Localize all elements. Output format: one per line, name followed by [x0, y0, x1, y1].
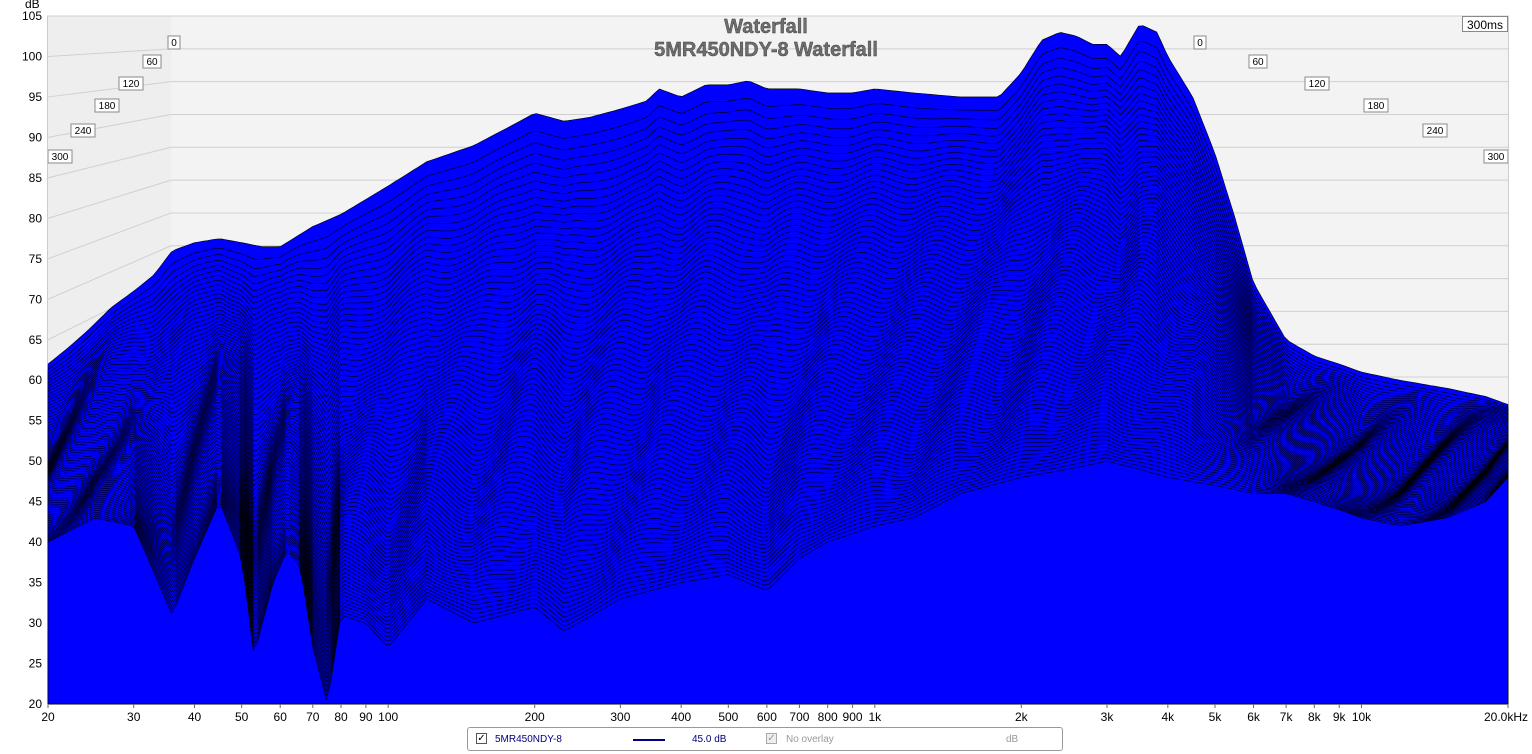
- x-tick-label: 80: [334, 710, 348, 724]
- x-tick-label: 20.0kHz: [1484, 710, 1528, 724]
- y-tick-label: 55: [29, 414, 43, 428]
- x-tick-label: 7k: [1280, 710, 1294, 724]
- time-label-box: [167, 35, 181, 50]
- overlay-label: No overlay: [786, 734, 834, 745]
- time-label-box: [1248, 54, 1268, 69]
- x-tick-label: 100: [378, 710, 398, 724]
- x-tick-label: 500: [718, 710, 738, 724]
- time-label: 240: [1427, 126, 1444, 137]
- overlay-checkbox[interactable]: ✓: [766, 733, 777, 744]
- x-tick-label: 2k: [1015, 710, 1029, 724]
- grid-line-left: [47, 179, 172, 219]
- time-label-box: [1483, 149, 1509, 164]
- y-tick-label: 105: [22, 9, 42, 23]
- x-tick-label: 20: [41, 710, 55, 724]
- x-tick-label: 40: [188, 710, 202, 724]
- y-tick-label: 20: [29, 697, 43, 711]
- x-tick-label: 90: [359, 710, 373, 724]
- y-axis: 105 100 95 90 85 80 75 70 65 60 55 50 45 40 35 30 25 20: [22, 9, 42, 711]
- x-tick-label: 700: [789, 710, 809, 724]
- x-tick-label: 8k: [1308, 710, 1322, 724]
- series-line-swatch: [633, 739, 665, 741]
- time-axis: 0 0 60 60 120 120 180 180 240 240 300 300: [47, 35, 1509, 164]
- time-label-box: [1363, 98, 1389, 113]
- time-label-box: [1422, 123, 1448, 138]
- x-tick-label: 6k: [1247, 710, 1261, 724]
- time-label-box: [47, 149, 73, 164]
- waterfall-slice: [47, 460, 1509, 705]
- time-label: 60: [146, 57, 158, 68]
- grid-line-left: [47, 81, 172, 98]
- x-tick-label: 70: [306, 710, 320, 724]
- time-label-box: [70, 123, 96, 138]
- overlay-unit: dB: [1006, 734, 1019, 745]
- x-tick-label: 300: [610, 710, 630, 724]
- x-tick-label: 5k: [1209, 710, 1223, 724]
- time-label-box: [1193, 35, 1207, 50]
- time-range-box[interactable]: 300ms: [1462, 16, 1508, 32]
- series-name: 5MR450NDY-8: [495, 734, 562, 745]
- time-label: 180: [1368, 101, 1385, 112]
- y-tick-label: 100: [22, 49, 42, 63]
- time-label: 0: [1197, 38, 1203, 49]
- x-tick-label: 10k: [1352, 710, 1372, 724]
- y-tick-label: 50: [29, 454, 43, 468]
- chart-subtitle: 5MR450NDY-8 Waterfall: [654, 39, 878, 61]
- series-checkbox[interactable]: ✓: [476, 733, 487, 744]
- x-tick-label: 200: [525, 710, 545, 724]
- y-tick-label: 95: [29, 90, 43, 104]
- y-axis-title: dB: [25, 0, 40, 11]
- time-label: 120: [123, 79, 140, 90]
- grid-line-left: [47, 245, 172, 300]
- time-label-box: [142, 54, 162, 69]
- y-tick-label: 65: [29, 333, 43, 347]
- y-tick-label: 40: [29, 535, 43, 549]
- x-tick-label: 9k: [1333, 710, 1347, 724]
- y-tick-label: 70: [29, 292, 43, 306]
- time-label-box: [1304, 76, 1330, 91]
- grid-line-left: [47, 113, 172, 138]
- time-label: 300: [1488, 152, 1505, 163]
- y-tick-label: 60: [29, 373, 43, 387]
- x-tick-label: 900: [843, 710, 863, 724]
- x-tick-label: 50: [235, 710, 249, 724]
- time-label: 300: [52, 152, 69, 163]
- y-tick-label: 25: [29, 657, 43, 671]
- x-tick-label: 60: [274, 710, 288, 724]
- time-label-box: [94, 98, 120, 113]
- y-tick-label: 90: [29, 130, 43, 144]
- time-label-box: [118, 76, 144, 91]
- x-axis: 20 30 40 50 60 70 80 90 100 200 300 400 500 600 700 800…: [41, 704, 1528, 724]
- legend-bar: ✓ 5MR450NDY-8 45.0 dB ✓ No overlay dB: [467, 727, 1063, 751]
- x-tick-label: 3k: [1101, 710, 1115, 724]
- grid-line-left: [47, 48, 172, 57]
- time-label: 0: [171, 38, 177, 49]
- x-tick-label: 30: [127, 710, 141, 724]
- series-level: 45.0 dB: [692, 734, 727, 745]
- time-label: 60: [1252, 57, 1264, 68]
- waterfall-surface: [47, 25, 1509, 705]
- x-tick-label: 400: [671, 710, 691, 724]
- time-label: 240: [75, 126, 92, 137]
- y-tick-label: 30: [29, 616, 43, 630]
- chart-title: Waterfall: [724, 16, 808, 38]
- y-tick-label: 85: [29, 171, 43, 185]
- grid-line-left: [47, 212, 172, 260]
- x-tick-label: 4k: [1161, 710, 1175, 724]
- y-tick-label: 80: [29, 211, 43, 225]
- x-tick-label: 1k: [868, 710, 882, 724]
- grid-line-left: [47, 146, 172, 179]
- x-tick-label: 600: [757, 710, 777, 724]
- y-tick-label: 75: [29, 252, 43, 266]
- y-tick-label: 45: [29, 495, 43, 509]
- time-label: 180: [99, 101, 116, 112]
- y-tick-label: 35: [29, 576, 43, 590]
- time-label: 120: [1309, 79, 1326, 90]
- x-tick-label: 800: [818, 710, 838, 724]
